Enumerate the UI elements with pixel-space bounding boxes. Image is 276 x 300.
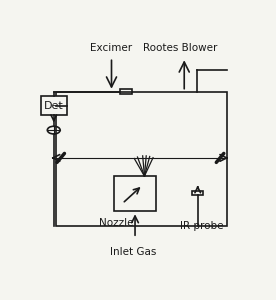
Text: Rootes Blower: Rootes Blower (143, 43, 217, 53)
Bar (56, 92, 227, 226)
Bar (41, 96, 67, 115)
Text: IR probe: IR probe (180, 221, 224, 231)
Bar (114, 176, 156, 212)
Text: Excimer: Excimer (91, 43, 132, 53)
Text: Det: Det (44, 100, 64, 110)
Bar (192, 191, 203, 195)
Text: Nozzle: Nozzle (99, 218, 133, 228)
Text: Inlet Gas: Inlet Gas (110, 247, 156, 257)
Bar (120, 89, 132, 94)
